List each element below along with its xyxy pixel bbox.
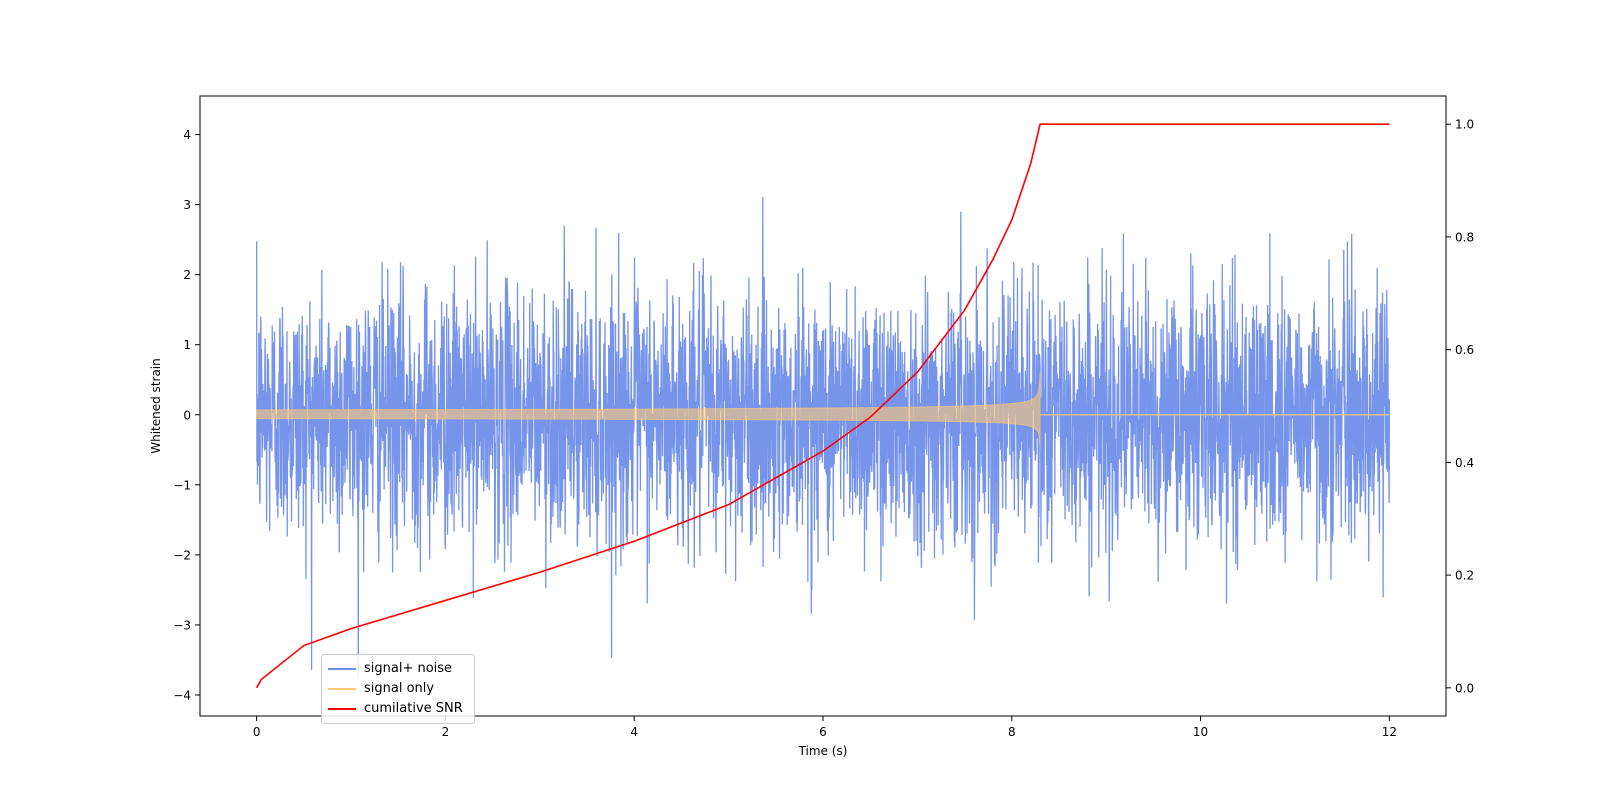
legend-swatch-cumulative-snr — [328, 708, 356, 710]
y-tick-label: −3 — [173, 618, 191, 632]
legend-label-cumulative-snr: cumilative SNR — [364, 701, 463, 716]
x-tick-label: 2 — [442, 725, 450, 739]
legend: signal+ noise signal only cumilative SNR — [321, 654, 475, 724]
y-tick-label: 2 — [183, 268, 191, 282]
y-axis-label: Whitened strain — [149, 358, 163, 454]
y2-tick-label: 0.0 — [1455, 681, 1474, 695]
y2-tick-label: 0.6 — [1455, 343, 1474, 357]
x-tick-label: 4 — [630, 725, 638, 739]
y-tick-label: 3 — [183, 198, 191, 212]
y2-tick-label: 0.2 — [1455, 569, 1474, 583]
y-tick-label: 1 — [183, 338, 191, 352]
x-tick-label: 0 — [253, 725, 261, 739]
y-tick-label: 4 — [183, 128, 191, 142]
x-tick-label: 12 — [1382, 725, 1397, 739]
legend-label-signal-only: signal only — [364, 681, 435, 696]
series-cumulative-snr-line — [255, 123, 1390, 689]
y-tick-label: 0 — [183, 408, 191, 422]
y2-tick-label: 0.8 — [1455, 230, 1474, 244]
series-signal-only-band — [256, 372, 1041, 449]
legend-item-cumulative-snr: cumilative SNR — [322, 699, 474, 719]
legend-swatch-signal-noise — [328, 668, 356, 670]
series-signal-noise-line — [255, 197, 1391, 680]
y-tick-label: −4 — [173, 688, 191, 702]
y-tick-label: −2 — [173, 548, 191, 562]
legend-item-signal-only: signal only — [322, 679, 474, 699]
legend-item-signal-noise: signal+ noise — [322, 659, 474, 679]
y2-tick-label: 0.4 — [1455, 456, 1474, 470]
x-axis-label: Time (s) — [798, 744, 848, 758]
y2-tick-label: 1.0 — [1455, 118, 1474, 132]
plot-area — [255, 123, 1391, 689]
legend-label-signal-noise: signal+ noise — [364, 661, 453, 676]
y-axis-right: 0.0 0.2 0.4 0.6 0.8 1.0 — [1446, 118, 1474, 695]
x-tick-label: 10 — [1193, 725, 1208, 739]
legend-swatch-signal-only — [328, 688, 356, 690]
x-axis: 0 2 4 6 8 10 12 — [253, 716, 1397, 739]
x-tick-label: 8 — [1008, 725, 1016, 739]
y-axis-left: −4 −3 −2 −1 0 1 2 3 4 — [173, 128, 200, 702]
y-tick-label: −1 — [173, 478, 191, 492]
x-tick-label: 6 — [819, 725, 827, 739]
